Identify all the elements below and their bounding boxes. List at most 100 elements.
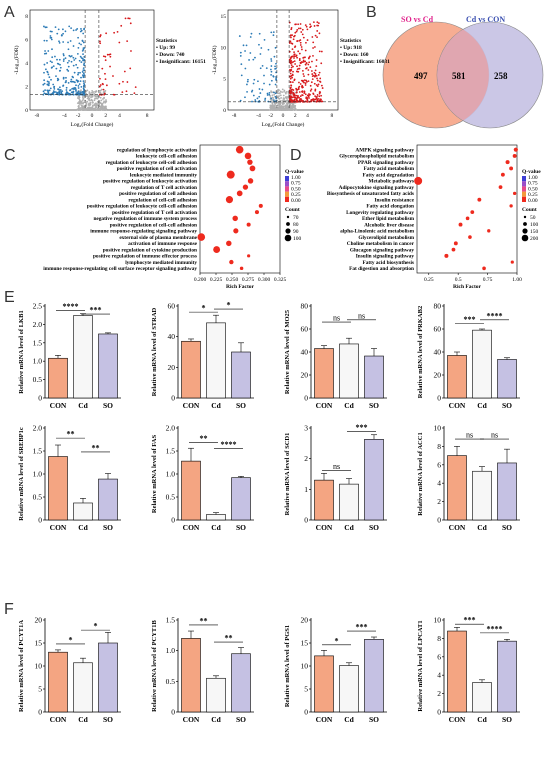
dot-plot-point — [254, 210, 259, 215]
volcano-point-up — [312, 47, 314, 49]
volcano-point-up — [290, 61, 293, 64]
significance-label: ns — [491, 431, 498, 440]
volcano-point-ns — [290, 102, 293, 105]
dot-plot-term-label: leukocyte cell-cell adhesion — [136, 154, 197, 160]
volcano-point-up — [312, 55, 314, 57]
panel-label-a: A — [4, 4, 15, 21]
volcano-point-down — [50, 78, 52, 81]
volcano-point-down — [47, 81, 50, 83]
volcano-point-down — [72, 93, 75, 96]
volcano-point-ns — [284, 107, 286, 110]
venn-count-left: 497 — [414, 71, 428, 81]
dot-plot-x-tick: 0.75 — [483, 277, 493, 283]
volcano-point-down — [268, 91, 271, 94]
volcano-point-down — [261, 64, 264, 67]
volcano-point-up — [321, 87, 324, 89]
volcano-x-label: Log₂(Fold Change) — [262, 121, 305, 128]
volcano-point-up — [320, 84, 323, 87]
volcano-point-down — [67, 41, 69, 44]
volcano-point-down — [82, 63, 85, 66]
volcano-point-down — [82, 41, 85, 44]
volcano-point-up — [306, 80, 308, 83]
volcano-point-up — [293, 57, 295, 59]
significance-label: ns — [333, 314, 340, 323]
volcano-point-down — [51, 61, 53, 64]
volcano-point-ns — [96, 100, 99, 103]
volcano-point-ns — [283, 89, 286, 92]
volcano-point-down — [246, 90, 248, 93]
dot-plot-count-swatch — [286, 222, 290, 226]
bar-chart-y-label: Relative mRNA level of SREBP1c — [18, 427, 25, 521]
volcano-point-down — [275, 76, 277, 78]
bar-chart-y-tick: 60 — [434, 325, 442, 334]
dot-plot-point — [239, 266, 244, 271]
volcano-point-down — [80, 57, 83, 59]
volcano-point-down — [270, 60, 273, 62]
volcano-point-ns — [277, 109, 280, 111]
volcano-point-down — [56, 58, 58, 61]
volcano-point-ns — [281, 101, 284, 103]
dot-plot-q-tick: 0.25 — [291, 192, 301, 198]
volcano-point-up — [316, 21, 319, 24]
volcano-point-up — [302, 73, 305, 75]
volcano-point-ns — [100, 105, 103, 108]
bar-category-label: Cd — [78, 715, 88, 724]
dot-plot-q-tick: 0.25 — [528, 192, 538, 198]
volcano-point-ns — [88, 95, 91, 97]
volcano-point-up — [293, 46, 296, 49]
bar-cd — [206, 514, 226, 521]
volcano-point-up — [293, 98, 296, 101]
bar-cd — [339, 343, 359, 399]
volcano-point-ns — [95, 90, 98, 92]
significance-label: *** — [90, 306, 102, 315]
bar-category-label: SO — [236, 523, 246, 532]
bar-chart-scd1: 0 1 2 3 CON Cd SO ns *** Relative mRNA level of S… — [284, 423, 387, 532]
volcano-point-up — [292, 55, 294, 58]
volcano-point-down — [252, 58, 255, 61]
volcano-point-down — [274, 46, 277, 49]
bar-chart-y-tick: 1.5 — [166, 616, 176, 625]
dot-plot-q-swatch — [522, 196, 526, 202]
bar-category-label: SO — [369, 523, 379, 532]
volcano-point-down — [272, 99, 275, 102]
volcano-point-down — [240, 63, 243, 66]
volcano-point-down — [258, 95, 261, 98]
volcano-point-down — [261, 88, 264, 91]
volcano-point-up — [298, 81, 300, 84]
volcano-point-up — [313, 25, 316, 27]
volcano-point-down — [58, 42, 61, 44]
dot-plot-x-tick: 0.225 — [210, 277, 223, 283]
volcano-point-ns — [294, 108, 297, 111]
volcano-point-down — [249, 52, 252, 54]
bar-chart-y-tick: 0 — [171, 516, 175, 525]
panel-label-c: C — [4, 147, 16, 164]
dot-plot-count-title: Count — [522, 207, 537, 213]
volcano-point-ns — [94, 97, 97, 100]
bar-chart-y-tick: 1.0 — [166, 470, 176, 479]
bar-chart-y-tick: 0 — [304, 394, 308, 403]
dot-plot-count-swatch — [284, 234, 292, 242]
dot-plot-q-tick: 0.75 — [291, 181, 301, 187]
bar-category-label: Cd — [344, 523, 354, 532]
dot-plot-point — [226, 240, 232, 247]
volcano-point-up — [123, 70, 126, 73]
bar-con — [447, 630, 467, 713]
dot-plot-term-label: positive regulation of leukocyte cell-ce… — [87, 204, 197, 210]
volcano-point-up — [317, 22, 320, 25]
volcano-x-tick: 4 — [306, 113, 309, 119]
volcano-point-ns — [270, 90, 272, 93]
volcano-point-down — [60, 34, 63, 37]
dot-plot-term-label: Choline metabolism in cancer — [347, 241, 415, 247]
bar-chart-y-tick: 10 — [35, 662, 43, 671]
volcano-point-down — [72, 76, 75, 79]
volcano-point-up — [102, 55, 105, 58]
bar-con — [314, 655, 334, 713]
bar-category-label: Cd — [477, 523, 487, 532]
volcano-point-up — [303, 79, 306, 81]
volcano-point-up — [99, 35, 102, 38]
volcano-point-down — [82, 32, 85, 35]
volcano-point-ns — [269, 109, 272, 111]
volcano-point-ns — [282, 102, 285, 105]
volcano-point-up — [126, 40, 129, 43]
dot-plot-q-swatch — [285, 191, 289, 197]
